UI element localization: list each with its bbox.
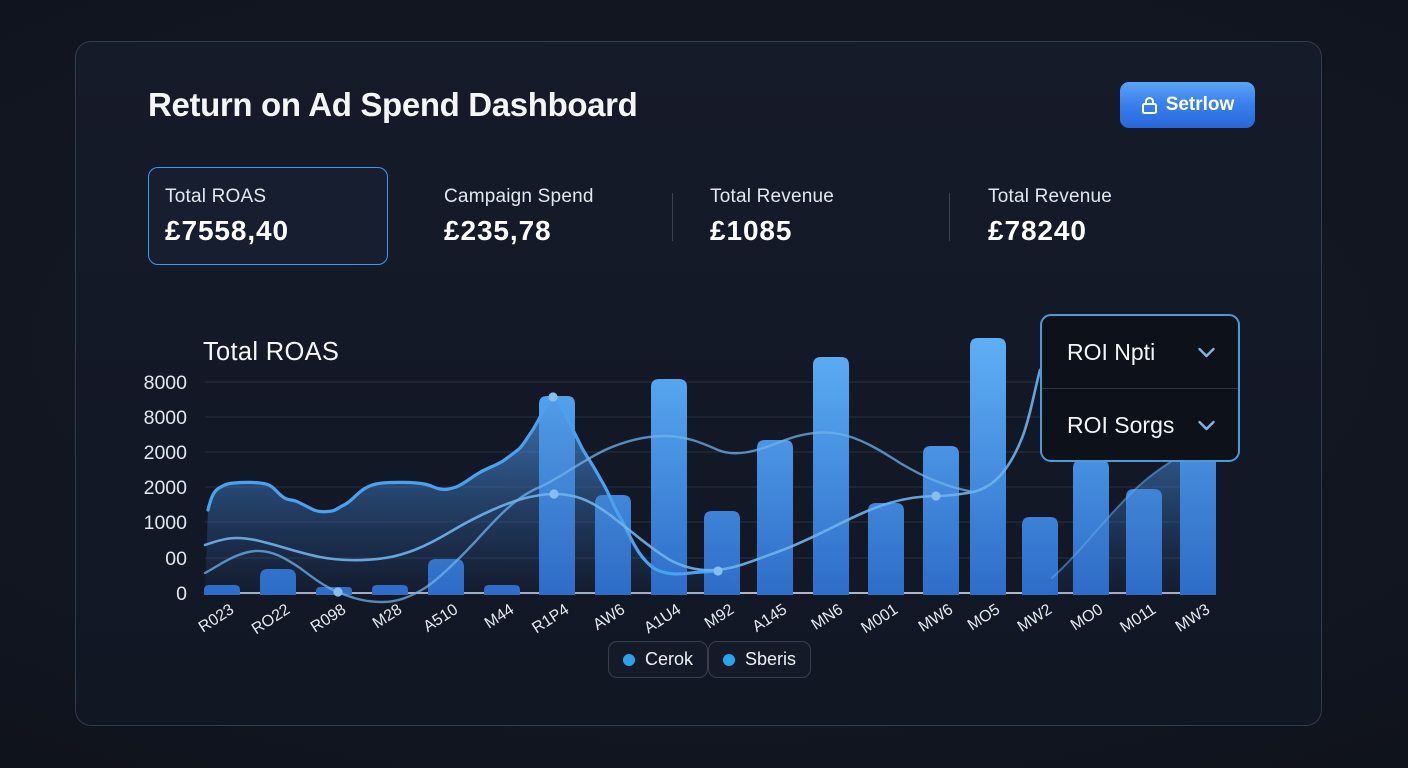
svg-text:MW6: MW6 [916,601,957,636]
svg-text:R023: R023 [196,601,237,636]
svg-text:MN6: MN6 [809,601,847,634]
svg-text:A1U4: A1U4 [641,601,684,637]
svg-text:8000: 8000 [144,407,188,429]
svg-text:1000: 1000 [144,512,188,534]
svg-text:M28: M28 [370,601,405,632]
svg-text:MW2: MW2 [1015,601,1056,636]
svg-text:2000: 2000 [144,442,188,464]
svg-text:AW6: AW6 [590,601,628,634]
svg-text:M92: M92 [702,601,737,632]
svg-text:M44: M44 [482,601,517,632]
svg-text:A145: A145 [750,601,791,636]
svg-text:A510: A510 [421,601,462,636]
svg-text:8000: 8000 [144,372,188,394]
svg-text:RO22: RO22 [249,601,293,638]
svg-text:MO5: MO5 [965,601,1003,634]
svg-text:M001: M001 [858,601,901,637]
svg-text:R1P4: R1P4 [529,601,572,637]
svg-text:M011: M011 [1117,601,1159,636]
svg-text:00: 00 [165,548,187,570]
svg-text:R098: R098 [308,601,349,636]
svg-text:0: 0 [176,583,187,605]
svg-text:MO0: MO0 [1068,601,1106,634]
svg-text:MW3: MW3 [1173,601,1214,636]
svg-text:2000: 2000 [144,477,188,499]
